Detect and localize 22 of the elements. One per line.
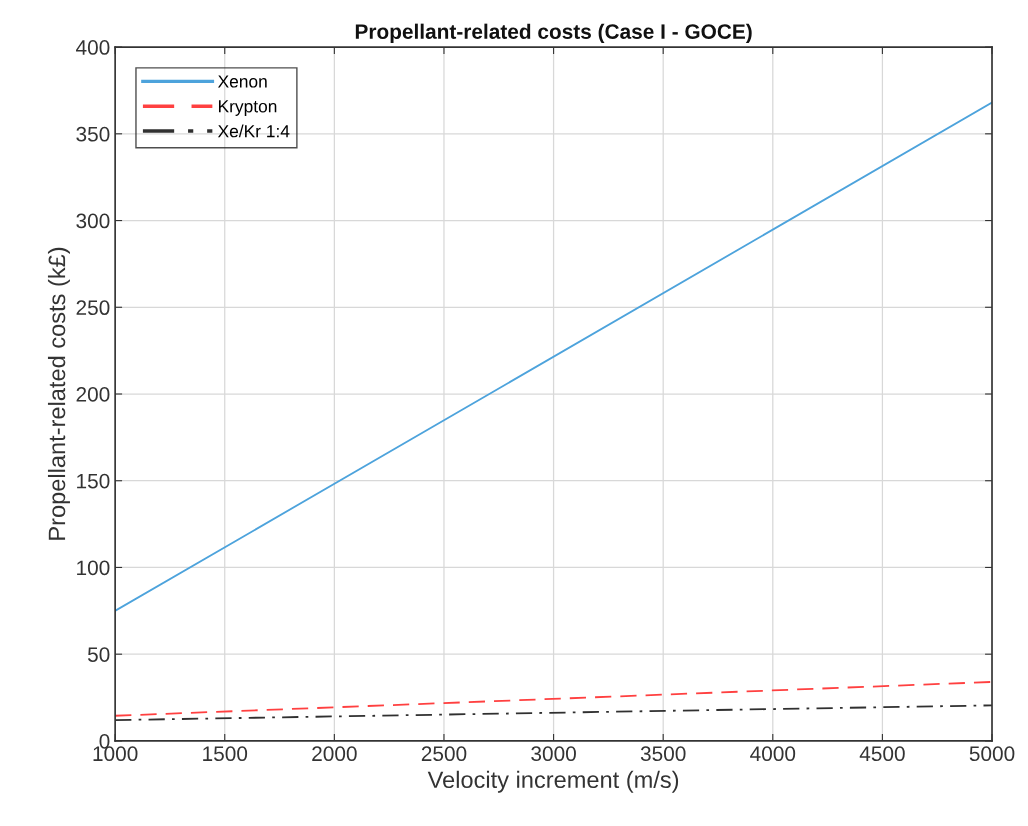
y-tick-label: 400 — [76, 40, 110, 55]
y-tick-label: 150 — [77, 473, 110, 489]
y-tick-label: 200 — [76, 387, 110, 402]
y-tick-label: 350 — [76, 126, 110, 142]
x-tick-label: 2500 — [421, 746, 467, 762]
legend-label: Xe/Kr 1:4 — [217, 124, 290, 138]
y-tick-label: 250 — [76, 300, 110, 316]
x-tick-label: 4000 — [750, 746, 796, 762]
x-tick-label: 3000 — [531, 746, 576, 762]
y-tick-label: 300 — [76, 213, 110, 229]
legend-label: Xenon — [217, 75, 267, 88]
x-tick-label: 5000 — [969, 746, 1015, 762]
legend-label: Krypton — [218, 100, 277, 116]
y-tick-label: 50 — [87, 647, 110, 662]
y-axis-title: Propellant-related costs (k£) — [47, 247, 70, 540]
x-tick-label: 4500 — [859, 746, 905, 762]
x-tick-label: 3500 — [640, 746, 686, 762]
y-tick-label: 100 — [77, 560, 110, 576]
x-axis-title: Velocity increment (m/s) — [427, 770, 679, 793]
chart-title: Propellant-related costs (Case I - GOCE) — [355, 23, 752, 44]
x-tick-label: 1500 — [203, 746, 248, 762]
x-tick-label: 2000 — [312, 746, 357, 762]
